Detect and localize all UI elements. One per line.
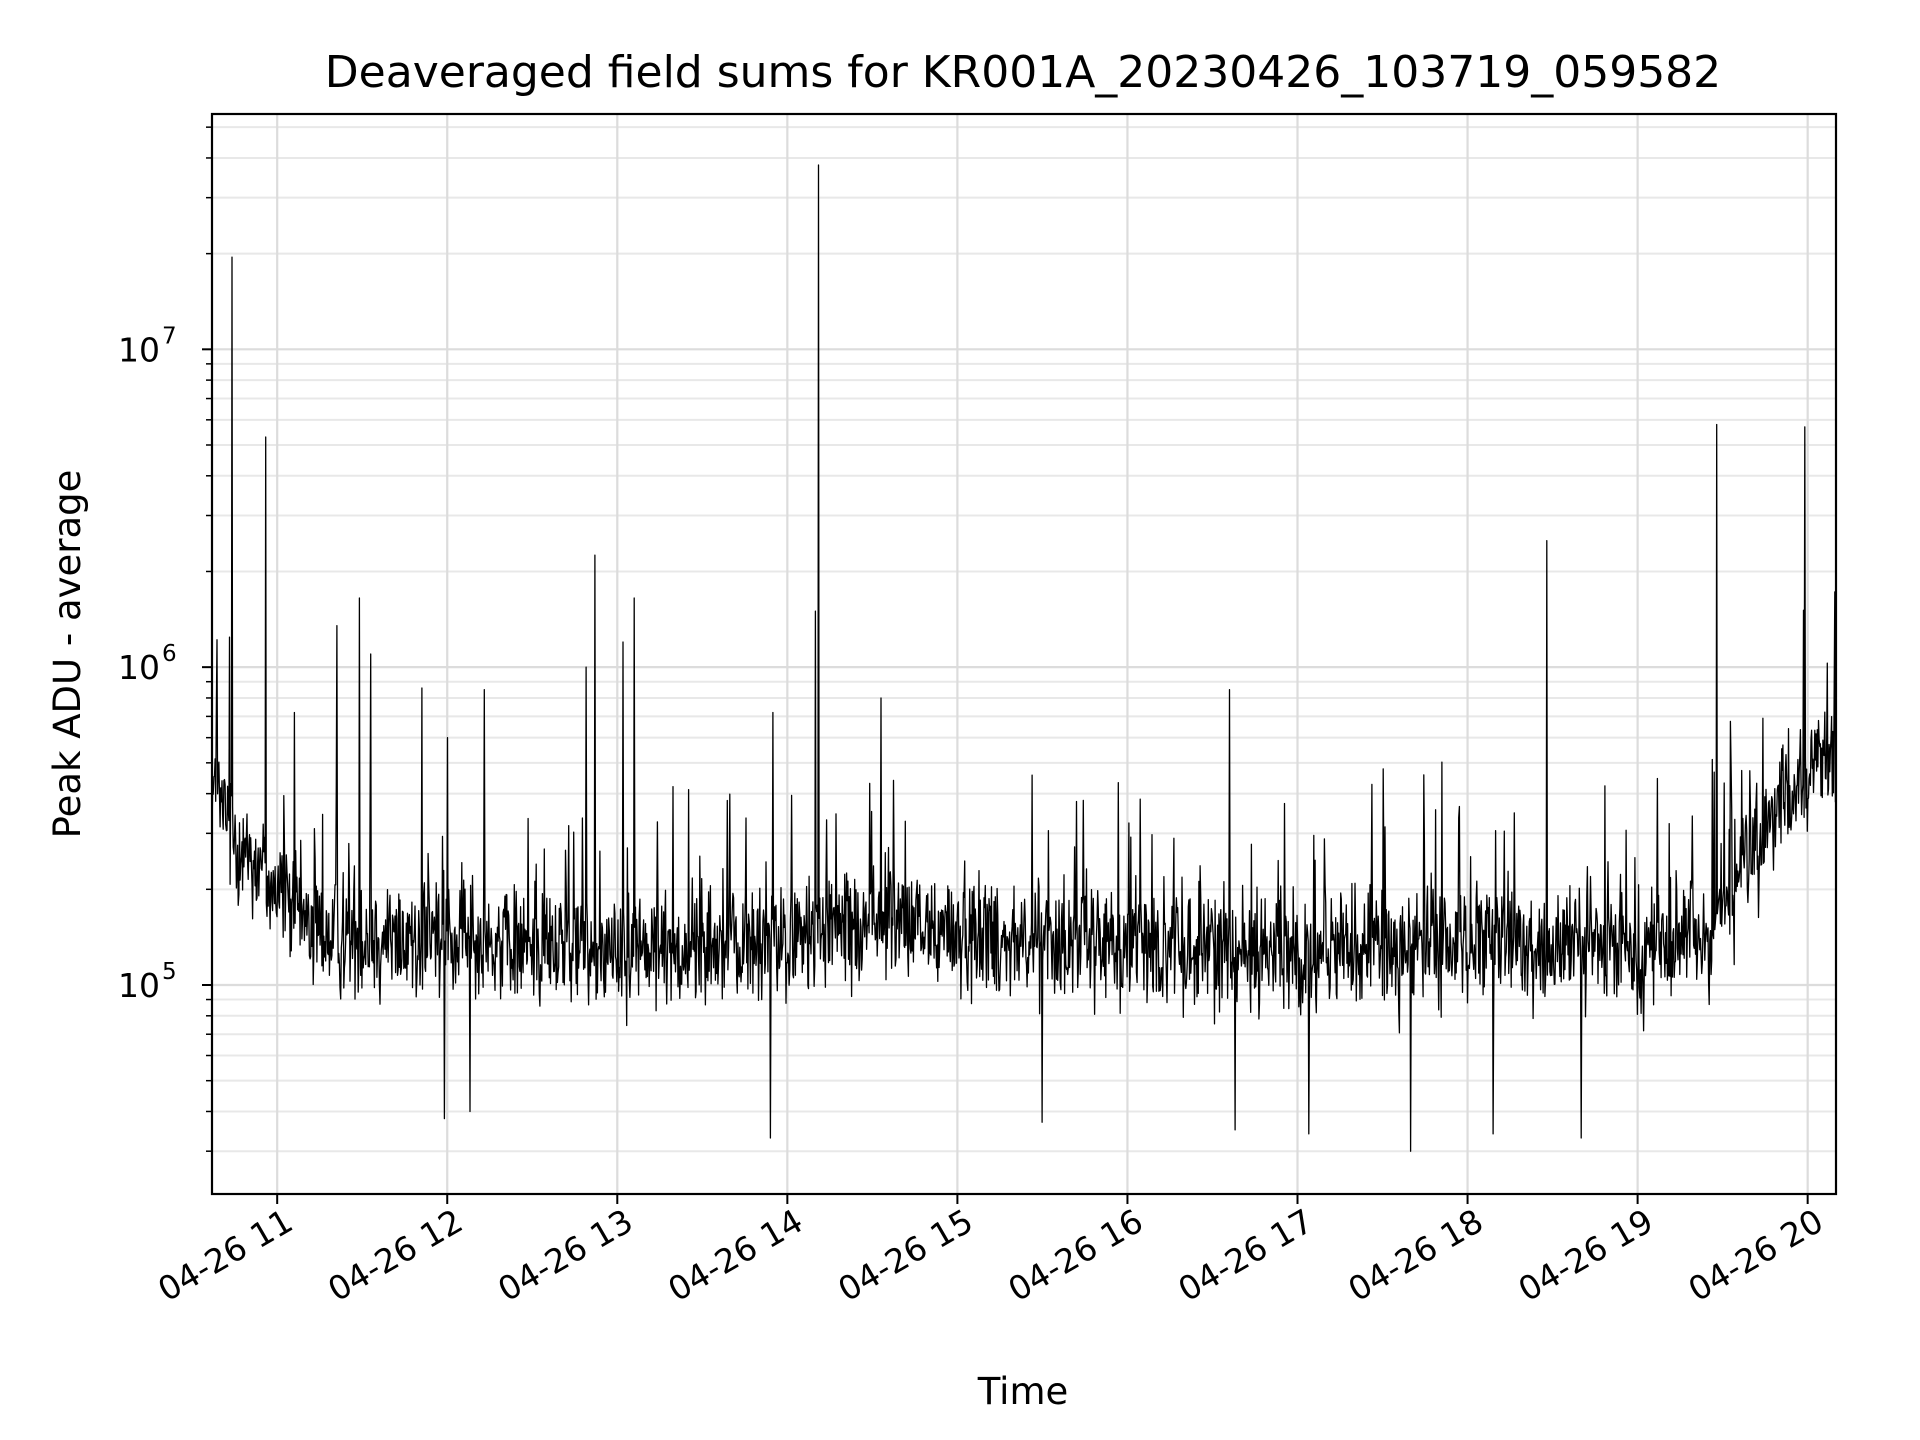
chart-title: Deaveraged field sums for KR001A_2023042… <box>325 47 1721 98</box>
plot-frame <box>210 112 1838 1196</box>
series-line <box>211 164 1837 1152</box>
y-tick-label: 10 <box>118 330 160 369</box>
y-tick-exponent: 7 <box>162 323 177 349</box>
y-tick-exponent: 5 <box>162 959 177 985</box>
y-tick-exponent: 6 <box>162 641 177 667</box>
grid <box>212 114 1836 1194</box>
y-axis-label: Peak ADU - average <box>46 470 89 839</box>
x-axis-label: Time <box>977 1370 1069 1413</box>
series-path <box>211 164 1837 1152</box>
y-tick-label: 10 <box>118 648 160 687</box>
y-tick-label: 10 <box>118 966 160 1005</box>
